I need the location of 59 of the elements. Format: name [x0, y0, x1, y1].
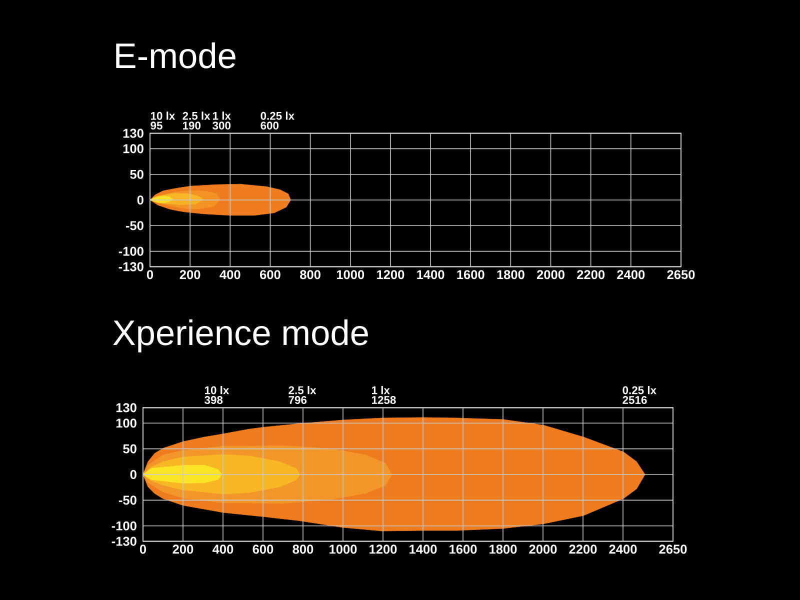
- text: 10 lx: [204, 386, 230, 394]
- x-tick-label: 1000: [336, 270, 364, 280]
- x-tick-label: 1400: [417, 270, 444, 280]
- text: 2516: [622, 396, 647, 404]
- x-tick-label: 1600: [450, 544, 477, 554]
- x-tick-label: 800: [292, 544, 314, 554]
- x-tick-label: 1800: [497, 270, 524, 280]
- x-tick-label: 2650: [659, 544, 687, 554]
- x-tick-label: 400: [212, 544, 234, 554]
- x-tick-label: 1800: [490, 544, 517, 554]
- text: 190: [183, 122, 201, 130]
- x-tick-label: 0: [146, 270, 154, 280]
- x-tick-label: 2400: [617, 270, 645, 280]
- x-tick-label: 200: [172, 544, 194, 554]
- x-tick-label: 800: [300, 270, 320, 280]
- text: 2.5 lx: [288, 386, 316, 394]
- x-tick-label: 600: [252, 544, 274, 554]
- chart-title: Xperience mode: [113, 319, 368, 352]
- x-tick-label: 2000: [536, 270, 564, 280]
- text: 0.25 lx: [260, 112, 294, 120]
- x-tick-label: 1400: [410, 544, 437, 554]
- y-tick-label: 130: [123, 128, 144, 138]
- x-tick-label: 2000: [529, 544, 557, 554]
- text: 10 lx: [150, 112, 176, 120]
- y-tick-label: -100: [118, 246, 144, 256]
- text: 1 lx: [213, 112, 231, 120]
- y-tick-label: -50: [118, 496, 136, 505]
- y-tick-label: 0: [137, 195, 144, 205]
- x-tick-label: 2400: [609, 544, 637, 554]
- x-tick-label: 600: [260, 270, 280, 280]
- x-tick-label: 1000: [330, 544, 357, 554]
- x-tick-label: 2650: [667, 270, 695, 280]
- x-tick-label: 1600: [457, 270, 484, 280]
- text: 1258: [372, 396, 396, 404]
- text: 600: [260, 122, 279, 130]
- x-tick-label: 2200: [569, 544, 597, 554]
- text: 398: [204, 396, 223, 404]
- x-tick-label: 200: [180, 270, 200, 280]
- y-tick-label: -50: [126, 221, 144, 230]
- y-tick-label: 100: [116, 418, 136, 428]
- text: 0.25 lx: [622, 386, 656, 394]
- y-tick-label: 0: [130, 470, 136, 480]
- text: 796: [288, 396, 307, 404]
- text: 95: [150, 122, 162, 130]
- text: 2.5 lx: [182, 112, 210, 120]
- y-tick-label: -100: [112, 521, 136, 530]
- x-tick-label: 1200: [377, 270, 404, 280]
- x-tick-label: 400: [220, 270, 240, 280]
- text: 1 lx: [372, 386, 390, 394]
- y-tick-label: -130: [112, 536, 136, 546]
- x-tick-label: 2200: [577, 270, 605, 280]
- text: 300: [212, 122, 231, 130]
- y-tick-label: 50: [130, 170, 144, 179]
- y-tick-label: -130: [118, 262, 144, 272]
- y-tick-label: 100: [123, 144, 144, 154]
- chart-title: E-mode: [116, 42, 236, 68]
- y-tick-label: 50: [123, 444, 136, 454]
- x-tick-label: 1200: [370, 544, 397, 554]
- y-tick-label: 130: [116, 403, 136, 412]
